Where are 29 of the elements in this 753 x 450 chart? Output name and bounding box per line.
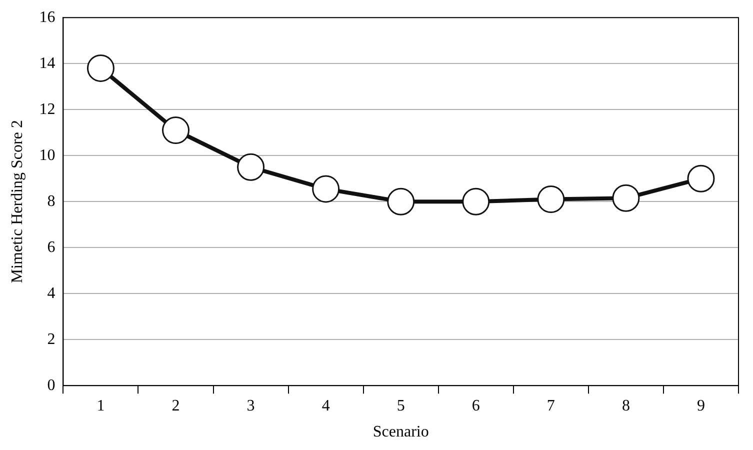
y-tick-label: 12 bbox=[39, 100, 56, 118]
x-tick-label: 5 bbox=[396, 397, 405, 414]
x-tick-label: 6 bbox=[472, 397, 480, 414]
y-axis-title: Mimetic Herding Score 2 bbox=[8, 120, 26, 284]
x-tick-label: 1 bbox=[96, 397, 105, 414]
y-tick-label: 8 bbox=[47, 192, 56, 210]
y-tick-label: 10 bbox=[39, 146, 56, 164]
x-tick-label: 8 bbox=[622, 397, 630, 414]
y-tick-label: 0 bbox=[47, 376, 56, 394]
y-tick-label: 16 bbox=[39, 8, 56, 26]
x-tick-label: 2 bbox=[172, 397, 180, 414]
x-tick-label: 7 bbox=[546, 397, 555, 414]
point bbox=[537, 186, 565, 214]
point bbox=[86, 54, 114, 82]
point bbox=[612, 184, 640, 212]
x-axis-title: Scenario bbox=[372, 424, 429, 441]
point bbox=[162, 116, 190, 144]
x-tick-label: 3 bbox=[246, 397, 255, 414]
x-tick-label: 9 bbox=[696, 397, 705, 414]
y-tick-label: 14 bbox=[39, 54, 56, 72]
y-tick-label: 6 bbox=[47, 238, 56, 256]
x-tick-label: 4 bbox=[322, 397, 330, 414]
point bbox=[462, 188, 490, 216]
point bbox=[312, 175, 340, 203]
point bbox=[687, 164, 715, 192]
y-tick-label: 4 bbox=[47, 284, 56, 302]
point bbox=[387, 188, 415, 216]
y-tick-label: 2 bbox=[47, 330, 56, 348]
point bbox=[237, 153, 265, 181]
